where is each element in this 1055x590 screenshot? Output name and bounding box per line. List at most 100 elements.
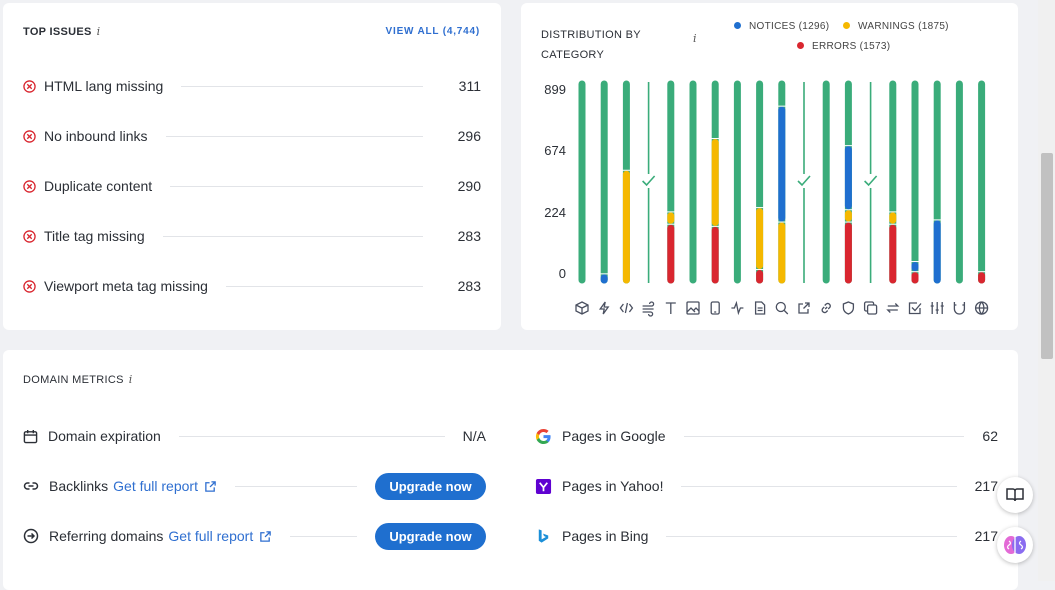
metric-value: 62 <box>982 428 998 444</box>
legend-errors[interactable]: ERRORS (1573) <box>797 41 890 52</box>
metric-label: Pages in Yahoo! <box>562 478 664 494</box>
issue-label[interactable]: Viewport meta tag missing <box>44 278 208 294</box>
divider-line <box>162 235 423 237</box>
link-icon <box>23 482 39 490</box>
upgrade-now-button[interactable]: Upgrade now <box>375 522 486 550</box>
info-icon[interactable]: i <box>96 25 101 38</box>
issue-label[interactable]: HTML lang missing <box>44 78 164 94</box>
referring-domains-row: Referring domains Get full report Upgrad… <box>23 521 486 551</box>
y-tick-label: 899 <box>544 82 566 97</box>
google-icon <box>535 428 551 444</box>
magnet-icon[interactable] <box>953 302 966 315</box>
scrollbar-thumb[interactable] <box>1041 153 1053 359</box>
issue-row[interactable]: No inbound links 296 <box>23 126 481 146</box>
divider-line <box>225 285 423 287</box>
error-x-icon <box>23 79 36 93</box>
link-icon[interactable] <box>821 302 831 314</box>
book-icon <box>1006 488 1024 502</box>
domain-metrics-title: DOMAIN METRICS i <box>23 373 133 386</box>
issue-row[interactable]: HTML lang missing 311 <box>23 76 481 96</box>
metric-label: Pages in Google <box>562 428 666 444</box>
ai-assistant-button[interactable] <box>997 527 1033 563</box>
y-tick-label: 0 <box>558 266 566 281</box>
metric-value: 217 <box>974 528 998 544</box>
issue-count: 296 <box>457 128 481 144</box>
checkbox-icon[interactable] <box>908 302 922 315</box>
distribution-title: DISTRIBUTION BY CATEGORY <box>541 29 641 61</box>
divider-line <box>683 435 965 437</box>
top-issues-card: TOP ISSUES i VIEW ALL (4,744) HTML lang m… <box>3 3 501 330</box>
external-link-icon[interactable] <box>798 302 810 314</box>
divider-line <box>290 535 357 537</box>
issue-count: 311 <box>458 78 481 94</box>
copy-icon[interactable] <box>863 301 878 315</box>
check-icon <box>797 175 811 187</box>
top-issues-title: TOP ISSUES i <box>23 25 101 38</box>
document-icon[interactable] <box>754 301 766 315</box>
pulse-icon[interactable] <box>731 300 744 316</box>
reader-mode-button[interactable] <box>997 477 1033 513</box>
errors-dot <box>797 42 804 49</box>
metric-label: Pages in Bing <box>562 528 649 544</box>
legend-notices[interactable]: NOTICES (1296) <box>734 21 829 32</box>
external-link-icon[interactable] <box>204 480 217 493</box>
cube-icon[interactable] <box>575 301 589 315</box>
external-link-icon[interactable] <box>259 530 272 543</box>
pages-in-google-row: Pages in Google 62 <box>535 425 998 447</box>
error-x-icon <box>23 129 36 143</box>
hreflang-icon[interactable] <box>930 302 944 314</box>
issue-count: 283 <box>457 278 481 294</box>
wind-icon[interactable] <box>642 301 655 317</box>
error-x-icon <box>23 279 36 293</box>
error-x-icon <box>23 179 36 193</box>
calendar-icon <box>23 429 38 443</box>
issue-count: 290 <box>457 178 481 194</box>
get-full-report-link[interactable]: Get full report <box>168 528 254 544</box>
upgrade-now-button[interactable]: Upgrade now <box>375 472 486 500</box>
legend-warnings[interactable]: WARNINGS (1875) <box>843 21 949 32</box>
pages-in-bing-row: Pages in Bing 217 <box>535 525 998 547</box>
domain-expiration-row: Domain expiration N/A <box>23 425 486 447</box>
issue-count: 283 <box>457 228 481 244</box>
divider-line <box>666 535 957 537</box>
mobile-icon[interactable] <box>710 301 720 315</box>
y-tick-label: 224 <box>544 205 566 220</box>
info-icon[interactable]: i <box>693 32 697 45</box>
redirect-icon[interactable] <box>886 303 900 313</box>
issue-label[interactable]: Title tag missing <box>44 228 145 244</box>
image-icon[interactable] <box>686 301 700 315</box>
metric-label: Domain expiration <box>48 428 161 444</box>
issue-row[interactable]: Viewport meta tag missing 283 <box>23 276 481 296</box>
text-icon[interactable] <box>665 302 676 314</box>
metric-value: N/A <box>462 428 486 444</box>
error-x-icon <box>23 229 36 243</box>
divider-line <box>178 435 445 437</box>
shield-icon[interactable] <box>842 301 855 315</box>
check-icon <box>864 175 878 187</box>
bolt-icon[interactable] <box>598 301 610 315</box>
issue-row[interactable]: Duplicate content 290 <box>23 176 481 196</box>
divider-line <box>234 485 357 487</box>
issue-row[interactable]: Title tag missing 283 <box>23 226 481 246</box>
check-icon <box>642 175 656 187</box>
pages-in-yahoo-row: Pages in Yahoo! 217 <box>535 475 998 497</box>
domain-metrics-card: DOMAIN METRICS i Domain expiration N/A Ba… <box>3 350 1018 590</box>
divider-line <box>681 485 957 487</box>
search-icon[interactable] <box>775 301 789 315</box>
bing-icon <box>538 528 549 543</box>
brain-icon <box>1004 536 1026 554</box>
issue-label[interactable]: No inbound links <box>44 128 148 144</box>
globe-icon[interactable] <box>974 301 989 315</box>
view-all-link[interactable]: VIEW ALL (4,744) <box>385 26 480 37</box>
issue-label[interactable]: Duplicate content <box>44 178 153 194</box>
get-full-report-link[interactable]: Get full report <box>113 478 198 494</box>
code-icon[interactable] <box>619 302 634 314</box>
distribution-chart <box>575 80 989 317</box>
metric-label: Backlinks <box>49 478 109 494</box>
divider-line <box>170 185 423 187</box>
metric-label: Referring domains <box>49 528 164 544</box>
notices-dot <box>734 22 741 29</box>
metric-value: 217 <box>974 478 998 494</box>
warnings-dot <box>843 22 850 29</box>
info-icon[interactable]: i <box>128 373 133 386</box>
